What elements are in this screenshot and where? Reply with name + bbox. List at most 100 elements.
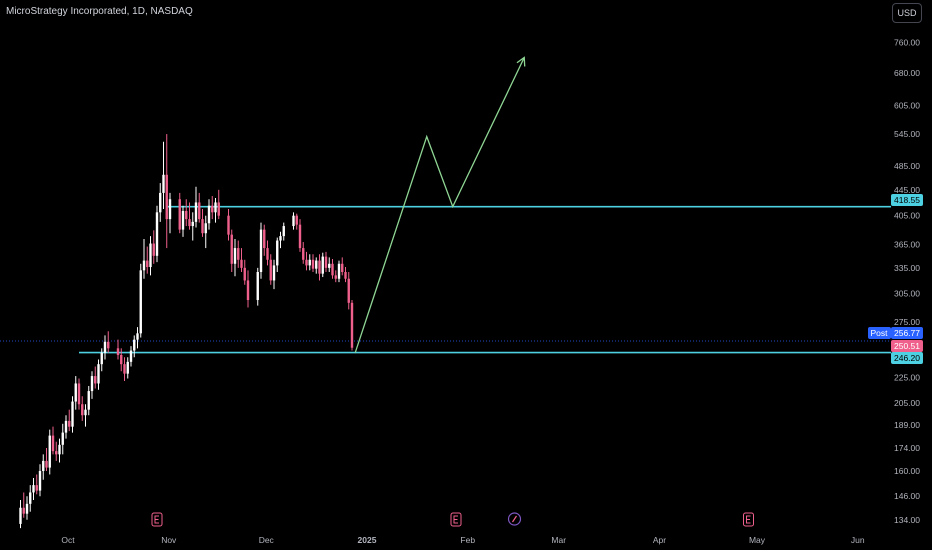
candle xyxy=(126,357,129,379)
candle xyxy=(178,192,181,234)
projection-path[interactable] xyxy=(354,56,526,353)
candle-body xyxy=(116,348,120,356)
candle xyxy=(81,396,84,421)
y-tick-label: 405.00 xyxy=(894,211,920,221)
y-tick-label: 189.00 xyxy=(894,420,920,430)
candle-body xyxy=(77,383,81,405)
candle-body xyxy=(318,260,321,274)
currency-button[interactable]: USD xyxy=(892,3,922,23)
candle xyxy=(198,192,201,223)
time-axis[interactable]: Oct Nov Dec 2025 Feb Mar Apr May Jun xyxy=(61,535,864,545)
candle-body xyxy=(334,275,337,279)
candle-body xyxy=(120,355,123,365)
x-tick-label: Dec xyxy=(259,535,275,545)
candle-body xyxy=(97,364,100,384)
candle-body xyxy=(168,199,172,220)
candle xyxy=(188,202,191,230)
candle-body xyxy=(243,267,246,281)
candle-body xyxy=(61,432,64,445)
earnings-marker-icon[interactable] xyxy=(450,512,462,527)
candle-body xyxy=(94,376,97,384)
candle xyxy=(25,496,29,520)
y-tick-label: 335.00 xyxy=(894,263,920,273)
candle xyxy=(298,219,302,252)
y-tick-label: 445.00 xyxy=(894,185,920,195)
candle-body xyxy=(246,280,250,301)
earnings-marker-frame xyxy=(450,512,462,527)
y-tick-label: 485.00 xyxy=(894,161,920,171)
candle xyxy=(269,254,272,285)
candle xyxy=(321,252,324,278)
dividend-marker-icon[interactable] xyxy=(507,512,522,526)
price-axis[interactable]: 760.00 680.00 605.00 545.00 485.00 445.00 405.… xyxy=(894,38,920,525)
candle-body xyxy=(302,248,305,260)
candle xyxy=(100,348,103,372)
candle-body xyxy=(211,205,214,213)
candle xyxy=(84,404,87,427)
candle-body xyxy=(38,471,42,491)
candle-body xyxy=(165,174,168,220)
candle xyxy=(32,477,35,500)
candle xyxy=(331,258,334,279)
earnings-marker-icon[interactable] xyxy=(743,512,754,527)
candle-body xyxy=(266,248,269,260)
candle xyxy=(191,212,194,241)
candle xyxy=(318,254,321,281)
x-tick-label: Jun xyxy=(851,535,865,545)
event-markers[interactable] xyxy=(151,512,754,527)
candle xyxy=(328,257,331,272)
candle xyxy=(45,447,48,472)
candle xyxy=(341,257,344,276)
y-tick-label: 205.00 xyxy=(894,398,920,408)
candle-body xyxy=(276,240,279,266)
candle xyxy=(97,359,100,390)
candle xyxy=(35,474,38,495)
earnings-marker-icon[interactable] xyxy=(151,512,163,527)
candle xyxy=(194,186,198,228)
candle xyxy=(120,348,123,372)
candle xyxy=(55,441,58,461)
candle-body xyxy=(347,278,350,303)
candle-body xyxy=(240,259,243,268)
y-tick-label: 605.00 xyxy=(894,100,920,110)
svg-text:250.51: 250.51 xyxy=(894,341,920,351)
candle-body xyxy=(103,341,107,353)
candle xyxy=(58,438,61,463)
horizontal-levels[interactable] xyxy=(0,205,891,354)
candle-body xyxy=(107,341,110,349)
support-price-tag: 246.20 xyxy=(891,352,923,364)
y-tick-label: 680.00 xyxy=(894,68,920,78)
x-tick-label: 2025 xyxy=(358,535,377,545)
last-price-tag: 250.51 xyxy=(891,340,923,352)
candle xyxy=(201,208,204,237)
candle xyxy=(217,189,220,220)
x-tick-label: Apr xyxy=(653,535,666,545)
candle xyxy=(256,267,259,306)
candle-body xyxy=(279,236,282,241)
candle-body xyxy=(146,260,149,268)
candle xyxy=(347,271,350,310)
candle-body xyxy=(256,271,259,301)
candle xyxy=(204,215,207,249)
candle xyxy=(292,212,295,230)
candle-body xyxy=(328,263,331,268)
candle-body xyxy=(71,401,74,427)
candle xyxy=(295,213,298,230)
post-market-tag: Post 256.77 xyxy=(868,327,923,339)
candle xyxy=(272,259,276,290)
candle-body xyxy=(142,260,146,271)
candle xyxy=(185,199,188,227)
svg-text:Post: Post xyxy=(870,328,888,338)
candle-body xyxy=(58,444,61,455)
candle-body xyxy=(350,302,354,348)
candle-body xyxy=(139,270,142,334)
candle-body xyxy=(308,259,311,266)
candle xyxy=(230,229,233,272)
candle xyxy=(90,371,94,399)
candle-body xyxy=(237,248,240,260)
candle xyxy=(168,192,172,234)
earnings-letter-icon xyxy=(453,515,458,524)
y-tick-label: 545.00 xyxy=(894,129,920,139)
candle xyxy=(305,251,308,271)
